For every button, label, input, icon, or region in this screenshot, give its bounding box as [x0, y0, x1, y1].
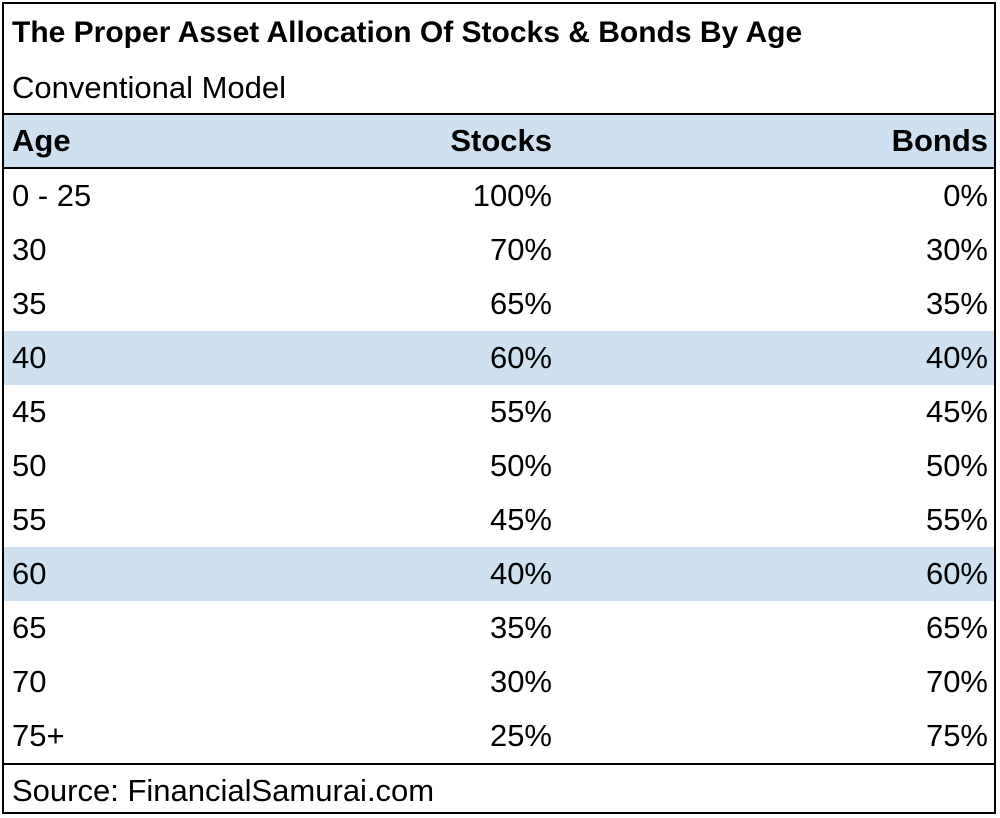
table-cell: 55	[12, 502, 47, 537]
header-row: Age Stocks Bonds	[4, 115, 994, 169]
table-cell: 40%	[489, 556, 552, 591]
table-row: 50 50% 50%	[4, 439, 994, 493]
source-row: Source: FinancialSamurai.com	[4, 763, 994, 817]
table-cell: 50%	[489, 448, 552, 483]
header-cell: Stocks	[450, 123, 552, 158]
table-cell: 55%	[925, 502, 988, 537]
table-cell: 0%	[943, 178, 988, 213]
table-cell: 55%	[489, 394, 552, 429]
table-cell: 45	[12, 394, 47, 429]
header-cell: Bonds	[891, 123, 988, 158]
table-row: 30 70% 30%	[4, 223, 994, 277]
table-cell: 100%	[472, 178, 552, 213]
table-row: 45 55% 45%	[4, 385, 994, 439]
table-cell: 65	[12, 610, 47, 645]
table-cell: 30	[12, 232, 47, 267]
table-row: 70 30% 70%	[4, 655, 994, 709]
table-cell: 0 - 25	[12, 178, 92, 213]
table-row: 0 - 25 100% 0%	[4, 169, 994, 223]
table-row: 55 45% 55%	[4, 493, 994, 547]
table-cell: 35%	[489, 610, 552, 645]
table-cell: 30%	[489, 664, 552, 699]
table-cell: 50	[12, 448, 47, 483]
table-cell: 40	[12, 340, 47, 375]
title-row: The Proper Asset Allocation Of Stocks & …	[4, 4, 994, 62]
table-cell: 25%	[489, 718, 552, 753]
table-cell: 60%	[925, 556, 988, 591]
table-row: 35 65% 35%	[4, 277, 994, 331]
table-cell: 70%	[489, 232, 552, 267]
table-cell: 30%	[925, 232, 988, 267]
source: Source: FinancialSamurai.com	[12, 773, 435, 808]
table-cell: 35%	[925, 286, 988, 321]
table-cell: 65%	[925, 610, 988, 645]
table-cell: 70	[12, 664, 47, 699]
header-cell: Age	[12, 123, 71, 158]
table-cell: 70%	[925, 664, 988, 699]
subtitle: Conventional Model	[12, 69, 287, 105]
table-body: 0 - 25 100% 0% 30 70% 30% 35 65% 35% 40 60% 40% 45 55…	[4, 169, 994, 763]
table-cell: 40%	[925, 340, 988, 375]
table-row: 65 35% 65%	[4, 601, 994, 655]
table-cell: 75+	[12, 718, 65, 753]
subtitle-row: Conventional Model	[4, 62, 994, 115]
table-cell: 35	[12, 286, 47, 321]
table-cell: 65%	[489, 286, 552, 321]
title: The Proper Asset Allocation Of Stocks & …	[12, 16, 803, 49]
table-cell: 60%	[489, 340, 552, 375]
table-cell: 45%	[925, 394, 988, 429]
table-cell: 50%	[925, 448, 988, 483]
table-cell: 45%	[489, 502, 552, 537]
table-row: 40 60% 40%	[4, 331, 994, 385]
table-row: 60 40% 60%	[4, 547, 994, 601]
table-cell: 60	[12, 556, 47, 591]
table-row: 75+ 25% 75%	[4, 709, 994, 763]
table-cell: 75%	[925, 718, 988, 753]
